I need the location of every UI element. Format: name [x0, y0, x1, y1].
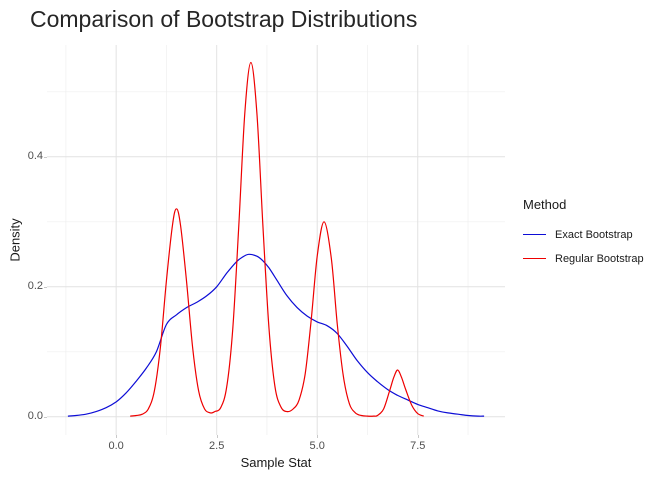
x-tick-mark — [317, 435, 319, 438]
chart-title: Comparison of Bootstrap Distributions — [30, 6, 418, 32]
x-tick-mark — [116, 435, 118, 438]
density-curve-exact-bootstrap — [67, 253, 485, 417]
legend-title: Method — [523, 197, 567, 212]
legend-label: Exact Bootstrap — [555, 228, 633, 241]
x-tick-label: 7.5 — [410, 440, 426, 452]
x-tick-mark — [216, 435, 218, 438]
y-tick-mark — [44, 286, 47, 288]
plot-panel — [47, 45, 505, 435]
y-tick-label: 0.4 — [27, 149, 43, 162]
x-tick-label: 0.0 — [108, 440, 124, 452]
y-tick-mark — [44, 156, 47, 158]
y-tick-mark — [44, 416, 47, 418]
y-tick-label: 0.0 — [27, 409, 43, 422]
y-tick-label: 0.2 — [27, 279, 43, 292]
x-axis-title: Sample Stat — [240, 455, 312, 470]
x-tick-label: 2.5 — [209, 440, 225, 452]
x-tick-label: 5.0 — [309, 440, 325, 452]
legend-label: Regular Bootstrap — [555, 252, 644, 265]
legend: Method Exact Bootstrap Regular Bootstrap — [523, 197, 644, 275]
y-axis-title: Density — [7, 218, 23, 262]
density-curve-regular-bootstrap — [130, 61, 425, 417]
x-tick-mark — [417, 435, 419, 438]
legend-line-swatch — [523, 234, 546, 235]
legend-entry: Regular Bootstrap — [523, 251, 644, 266]
legend-line-swatch — [523, 258, 546, 259]
legend-entry: Exact Bootstrap — [523, 227, 644, 242]
